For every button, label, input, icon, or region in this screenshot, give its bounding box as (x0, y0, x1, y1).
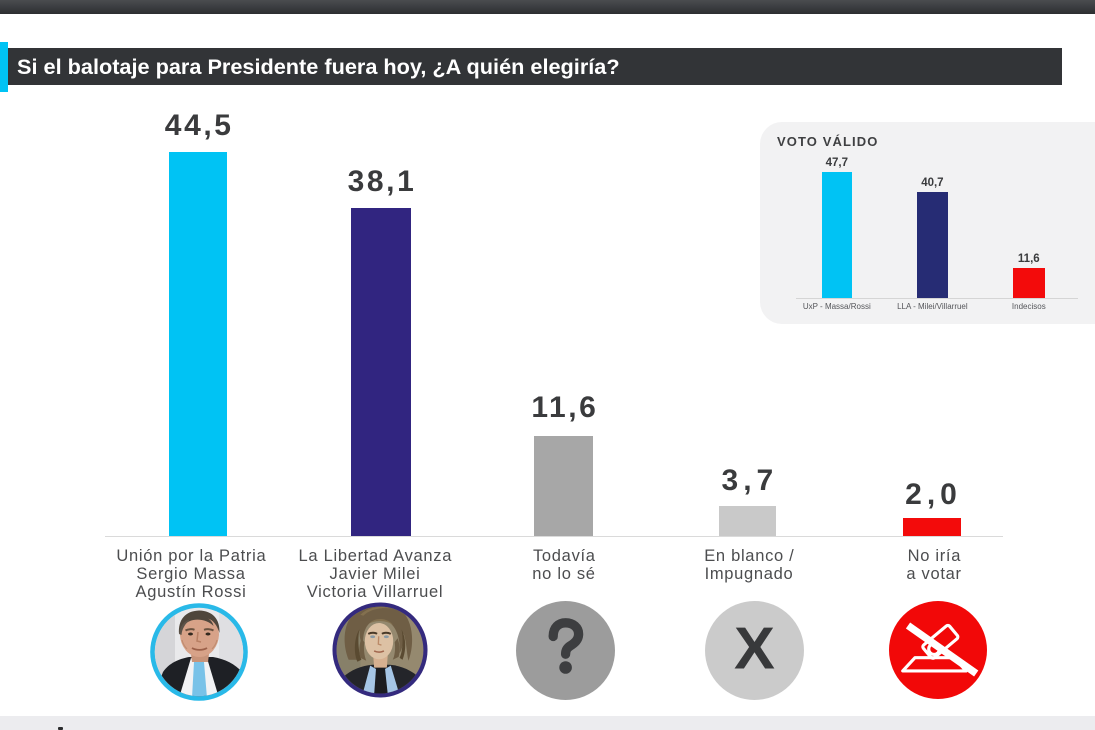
svg-text:X: X (734, 616, 775, 682)
